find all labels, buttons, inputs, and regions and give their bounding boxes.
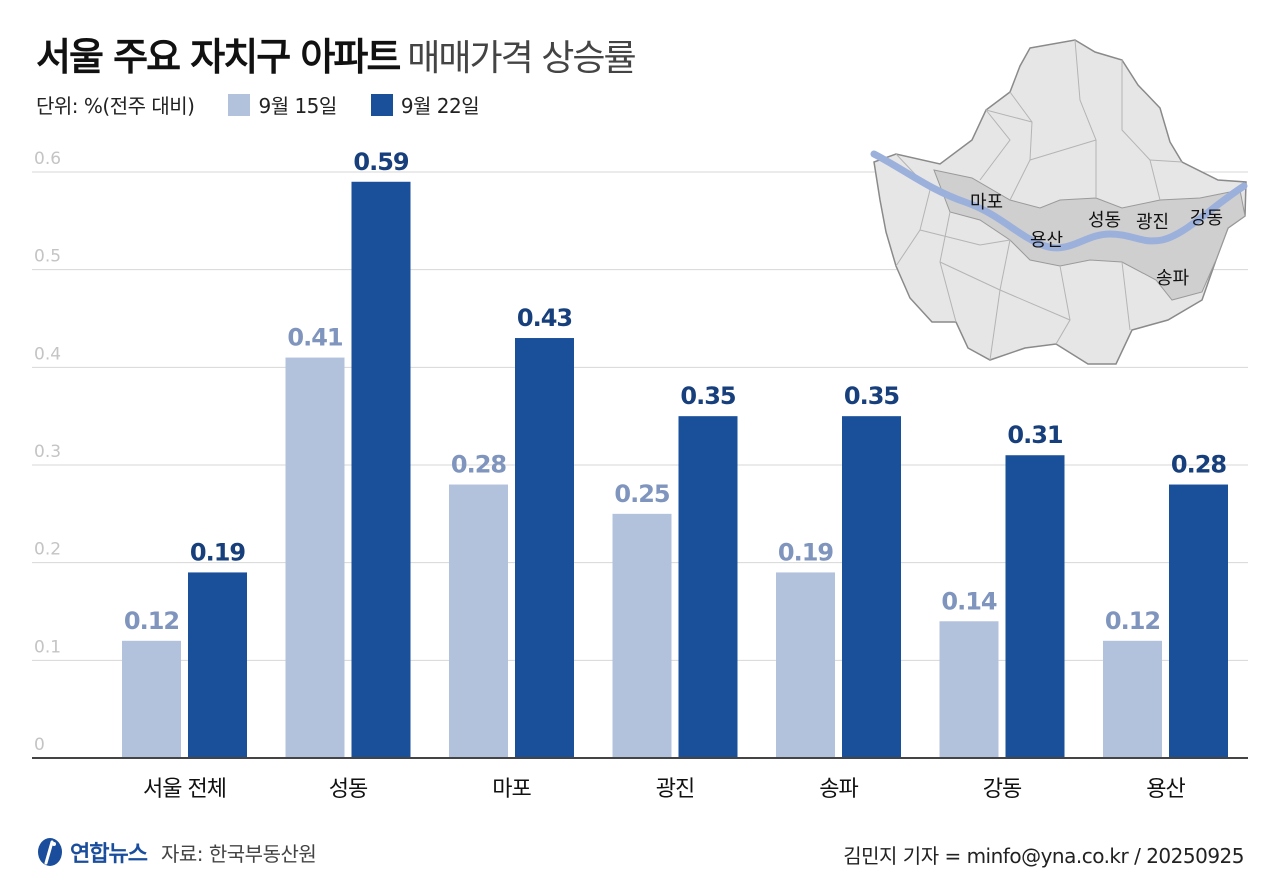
title-light: 매매가격 상승률 [407, 38, 636, 79]
yonhap-logo-icon [38, 838, 62, 866]
data-label: 0.31 [1007, 421, 1063, 449]
data-label: 0.19 [778, 538, 834, 566]
legend: 단위: %(전주 대비) 9월 15일 9월 22일 [36, 90, 480, 119]
title-bold: 서울 주요 자치구 아파트 [36, 35, 401, 79]
seoul-map: 마포 용산 성동 광진 강동 송파 [870, 39, 1248, 365]
bar [1169, 484, 1228, 758]
title: 서울 주요 자치구 아파트 매매가격 상승률 [36, 26, 637, 81]
data-label: 0.35 [844, 382, 900, 410]
credit-label: 김민지 기자 = minfo@yna.co.kr / 20250925 [843, 844, 1244, 868]
bar [939, 621, 999, 758]
bar [351, 181, 411, 758]
y-tick-label: 0 [34, 735, 45, 755]
data-label: 0.12 [1105, 607, 1160, 635]
x-tick-label: 마포 [492, 777, 531, 802]
footer-source: 연합뉴스 자료: 한국부동산원 [36, 836, 317, 868]
x-tick-label: 서울 전체 [143, 777, 226, 802]
y-tick-label: 0.2 [34, 540, 61, 560]
y-tick-label: 0.6 [34, 149, 61, 169]
bar [285, 357, 345, 758]
map-label-songpa: 송파 [1156, 268, 1190, 289]
bar [515, 338, 574, 758]
x-tick-label: 강동 [983, 777, 1022, 802]
y-tick-label: 0.4 [34, 344, 61, 364]
y-tick-label: 0.3 [34, 442, 61, 462]
han-river [870, 150, 1248, 252]
x-tick-label: 송파 [819, 777, 858, 802]
district-lines [895, 39, 1183, 361]
data-label: 0.19 [190, 538, 246, 566]
legend-swatch-series1 [228, 93, 251, 116]
y-tick-label: 0.5 [34, 247, 61, 267]
data-label: 0.12 [124, 607, 179, 635]
map-label-seongdong: 성동 [1088, 210, 1121, 231]
x-tick-label: 광진 [656, 777, 694, 802]
data-label: 0.28 [451, 451, 507, 479]
bar [776, 572, 835, 758]
unit-label: 단위: %(전주 대비) [36, 94, 195, 118]
bar [842, 416, 901, 758]
bar [188, 572, 247, 758]
data-label: 0.35 [680, 382, 736, 410]
logo-text: 연합뉴스 [70, 842, 148, 867]
data-label: 0.28 [1171, 451, 1227, 479]
map-label-mapo: 마포 [970, 192, 1003, 213]
data-label: 0.25 [614, 480, 670, 508]
source-label: 자료: 한국부동산원 [160, 841, 317, 866]
legend-item-series1: 9월 15일 [228, 90, 337, 119]
data-label: 0.43 [517, 304, 572, 332]
data-label: 0.14 [941, 587, 997, 615]
legend-swatch-series2 [370, 93, 393, 116]
data-label: 0.59 [353, 148, 409, 176]
bar [122, 640, 181, 758]
data-label: 0.41 [287, 324, 343, 352]
y-tick-label: 0.1 [34, 637, 61, 657]
bar [1103, 640, 1162, 758]
bar [1005, 455, 1065, 758]
legend-label-series1: 9월 15일 [258, 94, 337, 118]
map-label-gwangjin: 광진 [1136, 212, 1169, 233]
legend-item-series2: 9월 22일 [370, 90, 480, 119]
bar [678, 416, 738, 758]
bar [612, 513, 672, 758]
legend-label-series2: 9월 22일 [400, 94, 480, 118]
map-label-yongsan: 용산 [1030, 230, 1063, 251]
map-label-gangdong: 강동 [1190, 208, 1223, 229]
x-tick-label: 성동 [329, 777, 368, 802]
bar [449, 484, 508, 758]
x-tick-label: 용산 [1146, 777, 1185, 802]
